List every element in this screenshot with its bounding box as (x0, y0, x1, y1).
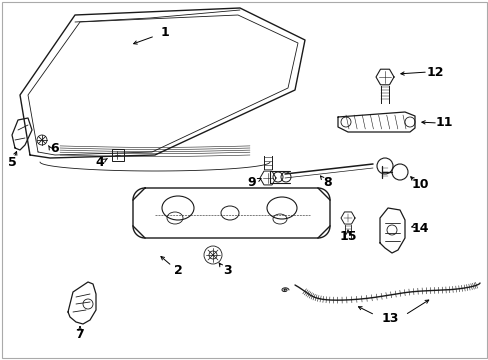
Text: 10: 10 (410, 179, 428, 192)
Text: 6: 6 (51, 141, 59, 154)
FancyBboxPatch shape (112, 149, 124, 161)
Text: 15: 15 (339, 230, 356, 243)
Text: 1: 1 (160, 26, 169, 39)
Text: 11: 11 (434, 117, 452, 130)
Text: 12: 12 (426, 66, 443, 78)
Text: 14: 14 (410, 221, 428, 234)
Text: 8: 8 (323, 175, 332, 189)
Text: 7: 7 (76, 328, 84, 342)
Text: 2: 2 (173, 264, 182, 276)
Text: 9: 9 (247, 175, 256, 189)
Text: 4: 4 (96, 156, 104, 168)
Text: 3: 3 (223, 264, 232, 276)
Text: 13: 13 (381, 311, 398, 324)
Text: 5: 5 (8, 156, 16, 168)
